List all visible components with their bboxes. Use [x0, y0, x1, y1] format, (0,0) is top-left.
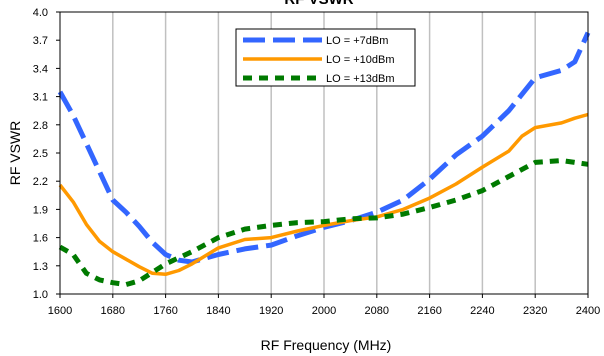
y-tick-label: 3.4 [33, 63, 48, 75]
x-axis-title: RF Frequency (MHz) [261, 337, 392, 353]
x-tick-label: 1840 [206, 305, 230, 317]
legend-label-1: LO = +7dBm [326, 35, 388, 47]
legend-label-3: LO = +13dBm [326, 73, 395, 85]
y-tick-label: 4.0 [33, 7, 48, 19]
y-tick-label: 1.9 [33, 204, 48, 216]
x-tick-label: 2000 [312, 305, 336, 317]
y-tick-label: 3.1 [33, 92, 48, 104]
x-axis-ticks: 1600 1680 1760 1840 1920 2000 2080 2160 2240 2320… [48, 294, 600, 317]
y-tick-label: 1.0 [33, 289, 48, 301]
x-tick-label: 1760 [153, 305, 177, 317]
x-tick-label: 1680 [101, 305, 125, 317]
y-tick-label: 1.3 [33, 261, 48, 273]
y-axis-title: RF VSWR [7, 121, 23, 186]
series-line-3 [58, 158, 589, 288]
x-tick-label: 2240 [470, 305, 494, 317]
x-tick-label: 1920 [259, 305, 283, 317]
y-tick-label: 2.5 [33, 148, 48, 160]
x-tick-label: 2080 [365, 305, 389, 317]
series-line-2 [58, 112, 589, 277]
y-tick-label: 1.6 [33, 233, 48, 245]
x-tick-label: 1600 [48, 305, 72, 317]
series-lines [57, 31, 591, 288]
y-axis-ticks: 1.0 1.3 1.6 1.9 2.2 2.5 2.8 3.1 3.4 3.7 4.0 [33, 7, 60, 301]
x-tick-label: 2320 [523, 305, 547, 317]
x-tick-label: 2400 [576, 305, 600, 317]
y-tick-label: 3.7 [33, 35, 48, 47]
x-tick-label: 2160 [417, 305, 441, 317]
chart-title: RF VSWR [284, 0, 353, 8]
y-tick-label: 2.8 [33, 120, 48, 132]
series-line-1 [57, 31, 591, 265]
legend: LO = +7dBm LO = +10dBm LO = +13dBm [235, 28, 416, 87]
legend-label-2: LO = +10dBm [326, 54, 395, 66]
y-tick-label: 2.2 [33, 176, 48, 188]
